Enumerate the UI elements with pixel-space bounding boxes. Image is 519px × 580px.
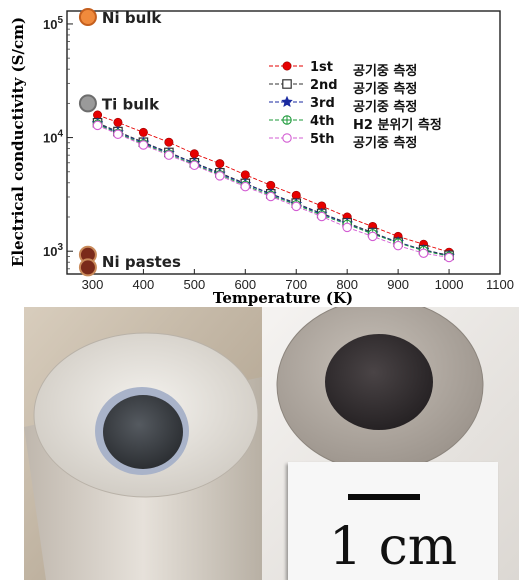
x-tick-label: 600 — [234, 277, 256, 292]
marker-5th — [138, 140, 149, 150]
y-tick-label: 104 — [43, 129, 63, 146]
marker-2nd — [282, 79, 292, 89]
marker-5th — [393, 240, 403, 251]
legend-entry-1st: 1st 공기중 측정 — [269, 60, 417, 79]
x-axis-title: Temperature (K) — [213, 289, 353, 306]
x-tick-label: 1000 — [435, 277, 464, 292]
legend-entry-4th: 4th H2 분위기 측정 — [269, 114, 442, 133]
legend-series-name: 4th — [310, 114, 335, 129]
x-tick-label: 900 — [387, 277, 409, 292]
series-5th — [92, 120, 454, 263]
marker-3rd — [280, 95, 294, 108]
marker-1st — [113, 117, 123, 127]
marker-5th — [367, 231, 378, 242]
marker-5th — [113, 129, 123, 139]
legend-series-name: 5th — [310, 132, 335, 147]
marker-4th — [282, 115, 292, 125]
chart-svg: 300 400 500 600 700 800 900 1000 1100 103 104 105 N… — [9, 8, 514, 306]
legend-series-note: H2 분위기 측정 — [353, 117, 442, 133]
x-tick-label: 500 — [184, 277, 206, 292]
ni-paste-spot-disk — [325, 334, 433, 430]
legend-series-name: 1st — [310, 60, 333, 75]
legend-series-note: 공기중 측정 — [353, 135, 417, 151]
ref-marker-ni-pastes — [78, 258, 97, 277]
scale-card: 1 cm — [288, 462, 498, 580]
ref-marker-ti-bulk — [78, 94, 97, 113]
marker-1st — [138, 127, 148, 137]
legend-series-note: 공기중 측정 — [353, 63, 417, 79]
marker-1st — [215, 159, 225, 169]
ref-label: Ni pastes — [102, 253, 181, 271]
cylinder-photo-svg — [24, 307, 262, 580]
x-tick-label: 400 — [133, 277, 155, 292]
y-axis-title: Electrical conductivity (S/cm) — [9, 17, 27, 267]
marker-5th — [342, 222, 352, 233]
marker-5th — [215, 171, 225, 181]
legend-entry-3rd: 3rd 공기중 측정 — [269, 95, 417, 115]
marker-5th — [282, 133, 292, 143]
ni-paste-spot — [103, 395, 183, 469]
marker-5th — [266, 191, 276, 202]
legend-entry-5th: 5th 공기중 측정 — [269, 132, 417, 151]
marker-5th — [92, 120, 103, 131]
conductivity-chart: 300 400 500 600 700 800 900 1000 1100 103 104 105 N… — [9, 8, 514, 306]
legend-series-name: 2nd — [310, 78, 338, 93]
legend-series-note: 공기중 측정 — [353, 99, 417, 115]
x-tick-label: 800 — [336, 277, 358, 292]
ref-marker-ni-bulk — [78, 8, 97, 27]
legend-series-name: 3rd — [310, 96, 335, 111]
y-tick-label: 103 — [43, 242, 63, 259]
x-tick-label: 700 — [285, 277, 307, 292]
marker-5th — [189, 160, 200, 171]
cylinder-sample-photo — [24, 307, 262, 580]
legend-series-note: 공기중 측정 — [353, 81, 417, 97]
ref-label: Ni bulk — [102, 9, 162, 27]
scale-bar — [348, 494, 420, 500]
marker-1st — [282, 61, 292, 71]
disk-sample-photo: 1 cm — [262, 307, 519, 580]
plot-frame — [66, 10, 501, 275]
legend-entry-2nd: 2nd 공기중 측정 — [269, 78, 417, 97]
x-tick-label: 300 — [82, 277, 104, 292]
y-tick-label: 105 — [43, 15, 63, 32]
marker-5th — [164, 150, 174, 160]
ref-label: Ti bulk — [102, 95, 160, 113]
scale-label: 1 cm — [328, 517, 458, 577]
marker-5th — [316, 211, 327, 222]
marker-1st — [164, 137, 174, 147]
marker-5th — [240, 181, 251, 192]
marker-5th — [291, 201, 301, 212]
marker-1st — [189, 149, 199, 159]
x-tick-label: 1100 — [486, 277, 514, 292]
marker-5th — [444, 252, 454, 263]
marker-5th — [418, 248, 429, 258]
